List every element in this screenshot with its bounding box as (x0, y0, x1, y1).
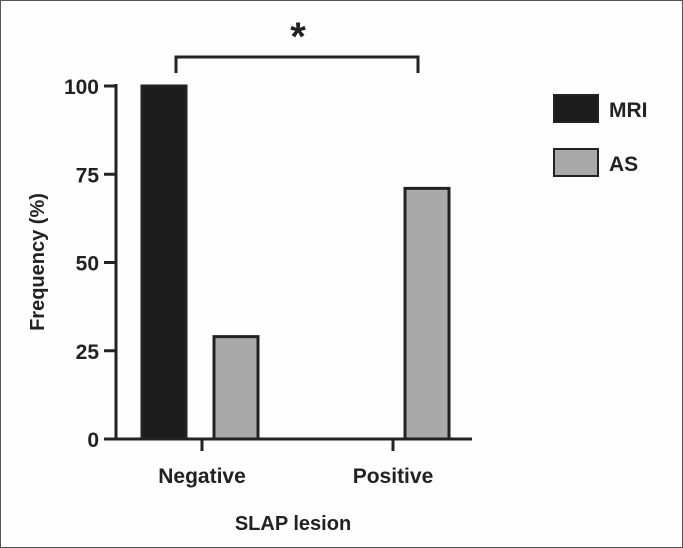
legend: MRI AS (553, 94, 648, 177)
x-tick-label: Positive (353, 465, 434, 488)
y-axis: 0 25 50 75 100 (64, 76, 118, 452)
x-axis-title: SLAP lesion (235, 513, 351, 535)
legend-swatch-as (553, 148, 599, 177)
y-tick-label: 25 (76, 341, 100, 364)
bar-as-positive (403, 186, 451, 441)
legend-label-mri: MRI (609, 99, 648, 122)
bars (140, 84, 451, 441)
significance-star: * (290, 15, 306, 59)
bar-as-negative (212, 335, 260, 441)
y-tick-label: 100 (64, 76, 99, 99)
bar-mri-negative (140, 84, 188, 441)
y-axis-title: Frequency (%) (27, 193, 49, 331)
x-tick-label: Negative (158, 465, 246, 488)
y-tick-label: 75 (76, 164, 100, 187)
bracket-line (174, 55, 420, 73)
legend-label-as: AS (609, 153, 638, 176)
significance-bracket: * (174, 15, 420, 73)
legend-swatch-mri (553, 94, 599, 123)
x-axis: Negative Positive (116, 437, 472, 488)
y-tick-label: 0 (87, 429, 99, 452)
y-tick-label: 50 (76, 253, 99, 276)
